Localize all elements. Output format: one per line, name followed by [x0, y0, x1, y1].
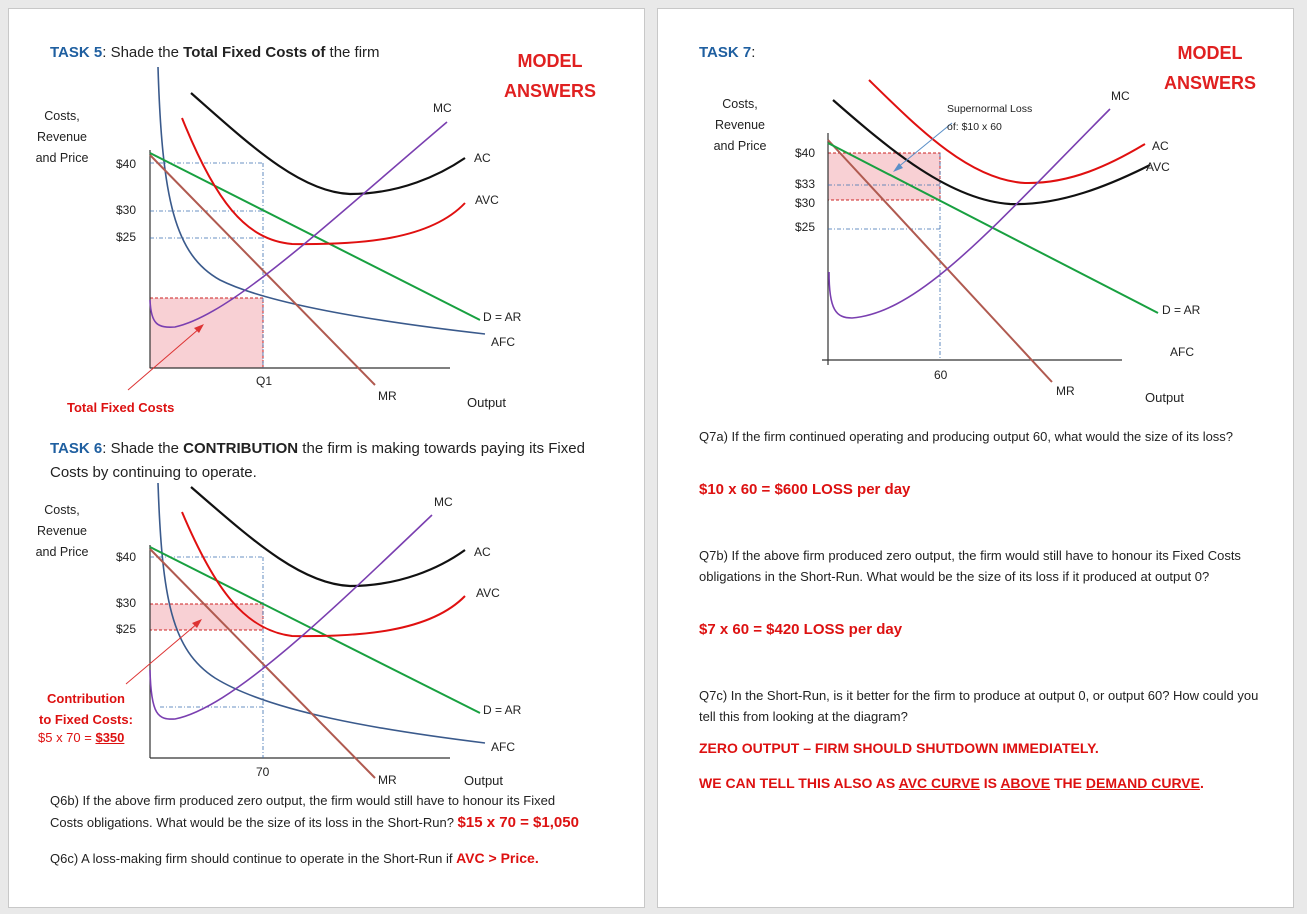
- task5-price-40: $40: [116, 157, 137, 171]
- task5-afc-label: AFC: [491, 335, 515, 349]
- task7-price-25: $25: [795, 220, 816, 234]
- task7-ac-label: AC: [1152, 139, 1169, 153]
- task7-y-axis-label: Costs, Revenue and Price: [713, 97, 767, 153]
- model-answers-left: MODEL ANSWERS: [503, 51, 596, 101]
- task5-afc-curve: [157, 66, 486, 335]
- task6-dar-label: D = AR: [483, 703, 522, 717]
- task5-mr-curve: [149, 154, 376, 386]
- task5-avc-label: AVC: [475, 193, 499, 207]
- task6-ac-curve: [190, 486, 466, 588]
- task6-x-axis-label: Output: [464, 773, 504, 788]
- task7-price-40: $40: [795, 146, 816, 160]
- q6b-line1: Q6b) If the above firm produced zero out…: [50, 793, 556, 808]
- task6-ac-label: AC: [474, 545, 491, 559]
- q7c-answer2: WE CAN TELL THIS ALSO AS AVC CURVE IS AB…: [699, 775, 1204, 791]
- task7-annotation-arrowhead: [893, 163, 903, 172]
- task7-price-30: $30: [795, 196, 816, 210]
- task5-mr-label: MR: [378, 389, 397, 403]
- task7-annotation: Supernormal Loss of: $10 x 60: [947, 103, 1033, 133]
- q6b-line2: Costs obligations. What would be the siz…: [50, 814, 579, 831]
- task7-dar-label: D = AR: [1162, 303, 1201, 317]
- task7-avc-label: AVC: [1146, 160, 1170, 174]
- task7-q-label: 60: [934, 368, 948, 382]
- task5-dar-label: D = AR: [483, 310, 522, 324]
- task7-mr-curve: [827, 139, 1053, 383]
- task5-tfc-shade: [149, 297, 264, 369]
- task5-arrow: [127, 327, 201, 391]
- model-answers-right: MODEL ANSWERS: [1163, 43, 1256, 93]
- task7-mc-curve: [828, 108, 1111, 319]
- task5-q1-label: Q1: [256, 374, 273, 388]
- task7-mc-label: MC: [1111, 89, 1130, 103]
- q6c: Q6c) A loss-making firm should continue …: [50, 850, 539, 866]
- task7-title: TASK 7:: [699, 44, 756, 61]
- task5-x-axis-label: Output: [467, 395, 507, 410]
- task5-ac-curve: [190, 92, 466, 196]
- task7-annotation-arrow: [896, 122, 953, 169]
- task6-arrow: [125, 622, 199, 685]
- task7-price-33: $33: [795, 177, 816, 191]
- task6-dar-curve: [149, 546, 481, 714]
- task6-arrowhead: [192, 619, 202, 628]
- task6-afc-label: AFC: [491, 740, 515, 754]
- q7a-answer: $10 x 60 = $600 LOSS per day: [699, 481, 911, 498]
- task6-afc-curve: [157, 482, 486, 744]
- task6-mc-label: MC: [434, 495, 453, 509]
- task5-title: TASK 5: Shade the Total Fixed Costs of t…: [50, 44, 380, 61]
- task6-shade-label: Contribution to Fixed Costs:: [39, 691, 133, 727]
- task6-title: TASK 6: Shade the CONTRIBUTION the firm …: [50, 440, 585, 457]
- task5-mc-curve: [149, 121, 448, 328]
- task5-y-axis-label: Costs, Revenue and Price: [35, 109, 89, 165]
- q7b-answer: $7 x 60 = $420 LOSS per day: [699, 621, 903, 638]
- task6-avc-label: AVC: [476, 586, 500, 600]
- task5-dar-curve: [149, 152, 481, 321]
- task5-avc-curve: [181, 117, 466, 246]
- task5-shade-label: Total Fixed Costs: [67, 400, 175, 415]
- right-page: [657, 8, 1294, 908]
- q7c: Q7c) In the Short-Run, is it better for …: [699, 688, 1259, 724]
- task5-arrowhead: [194, 324, 204, 333]
- task6-mr-curve: [149, 548, 376, 779]
- task7-avc-curve: [868, 79, 1146, 185]
- task6-mc-curve: [149, 514, 433, 720]
- task6-shade-calc: $5 x 70 = $350: [38, 730, 125, 745]
- task6-avc-curve: [181, 511, 466, 638]
- task6-y-axis-label: Costs, Revenue and Price: [35, 503, 89, 559]
- task6-mr-label: MR: [378, 773, 397, 787]
- task7-afc-label: AFC: [1170, 345, 1194, 359]
- task7-ac-curve: [832, 99, 1151, 206]
- q7c-answer1: ZERO OUTPUT – FIRM SHOULD SHUTDOWN IMMED…: [699, 740, 1099, 756]
- task6-price-25: $25: [116, 622, 137, 636]
- q7b: Q7b) If the above firm produced zero out…: [699, 548, 1241, 584]
- task7-x-axis-label: Output: [1145, 390, 1185, 405]
- task6-price-40: $40: [116, 550, 137, 564]
- task5-price-25: $25: [116, 230, 137, 244]
- task6-title-line2: Costs by continuing to operate.: [50, 464, 257, 481]
- task6-price-30: $30: [116, 596, 137, 610]
- task6-q-label: 70: [256, 765, 270, 779]
- task7-mr-label: MR: [1056, 384, 1075, 398]
- task5-price-30: $30: [116, 203, 137, 217]
- q7a: Q7a) If the firm continued operating and…: [699, 429, 1234, 444]
- task5-ac-label: AC: [474, 151, 491, 165]
- task5-mc-label: MC: [433, 101, 452, 115]
